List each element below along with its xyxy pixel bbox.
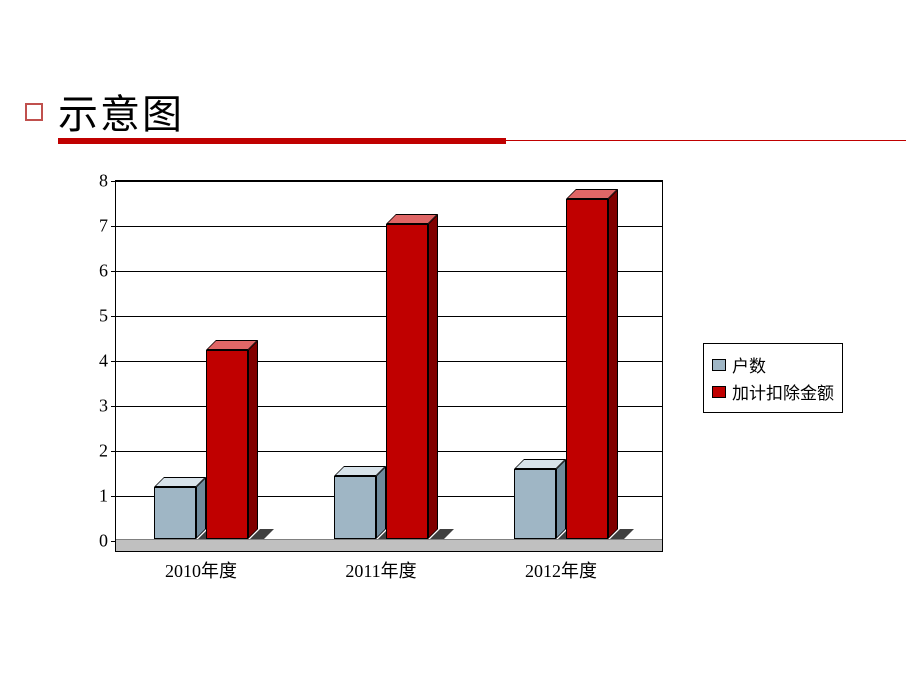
y-tick-mark bbox=[111, 271, 116, 272]
y-tick-label: 7 bbox=[99, 216, 108, 237]
y-tick-mark bbox=[111, 316, 116, 317]
y-tick-label: 3 bbox=[99, 396, 108, 417]
legend-swatch bbox=[712, 386, 726, 398]
y-tick-label: 2 bbox=[99, 441, 108, 462]
y-tick-label: 0 bbox=[99, 531, 108, 552]
y-tick-label: 1 bbox=[99, 486, 108, 507]
x-axis-label: 2010年度 bbox=[165, 557, 237, 583]
plot-area: 0123456782010年度2011年度2012年度 bbox=[115, 180, 663, 552]
bar bbox=[206, 340, 258, 539]
bar bbox=[334, 466, 386, 539]
y-tick-mark bbox=[111, 496, 116, 497]
bar bbox=[154, 477, 206, 539]
y-tick-label: 5 bbox=[99, 306, 108, 327]
bar bbox=[566, 189, 618, 539]
y-tick-mark bbox=[111, 406, 116, 407]
x-axis-label: 2011年度 bbox=[345, 557, 416, 583]
legend-label: 户数 bbox=[732, 352, 766, 377]
bar bbox=[514, 459, 566, 539]
page-title: 示意图 bbox=[58, 82, 184, 140]
legend-item: 户数 bbox=[712, 352, 834, 377]
chart-container: 0123456782010年度2011年度2012年度 户数加计扣除金额 bbox=[85, 175, 865, 615]
y-tick-label: 8 bbox=[99, 171, 108, 192]
y-tick-mark bbox=[111, 361, 116, 362]
x-axis-label: 2012年度 bbox=[525, 557, 597, 583]
bar bbox=[386, 214, 438, 539]
y-tick-mark bbox=[111, 541, 116, 542]
title-underline-thick bbox=[58, 138, 506, 144]
legend-item: 加计扣除金额 bbox=[712, 379, 834, 404]
plot-floor bbox=[116, 539, 662, 551]
y-tick-mark bbox=[111, 181, 116, 182]
legend-swatch bbox=[712, 359, 726, 371]
chart-legend: 户数加计扣除金额 bbox=[703, 343, 843, 413]
title-bullet bbox=[25, 103, 43, 121]
y-tick-mark bbox=[111, 451, 116, 452]
title-underline-thin bbox=[506, 140, 906, 141]
y-tick-label: 6 bbox=[99, 261, 108, 282]
legend-label: 加计扣除金额 bbox=[732, 379, 834, 404]
gridline bbox=[116, 181, 662, 182]
y-tick-label: 4 bbox=[99, 351, 108, 372]
y-tick-mark bbox=[111, 226, 116, 227]
